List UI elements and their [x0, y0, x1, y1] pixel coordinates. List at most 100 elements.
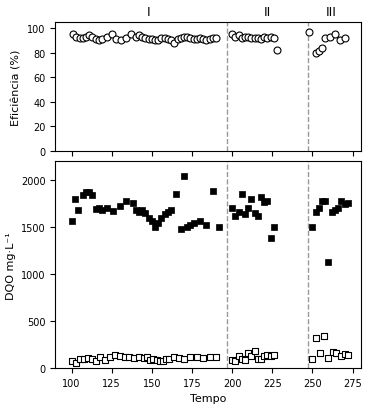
Point	[342, 351, 347, 357]
Point	[236, 353, 241, 360]
Point	[197, 219, 203, 225]
Point	[184, 34, 190, 40]
Point	[213, 354, 219, 361]
Point	[133, 207, 139, 214]
Point	[252, 210, 258, 217]
Point	[332, 31, 338, 38]
Point	[144, 354, 150, 360]
Point	[345, 200, 351, 207]
Point	[104, 205, 110, 212]
Point	[313, 335, 319, 342]
Point	[141, 355, 147, 361]
Point	[72, 196, 78, 202]
Point	[342, 35, 347, 42]
Point	[142, 210, 148, 217]
Point	[252, 348, 258, 355]
Point	[89, 192, 95, 199]
Point	[306, 29, 312, 36]
Point	[261, 34, 267, 40]
Point	[337, 38, 343, 44]
Point	[176, 355, 182, 361]
Point	[157, 357, 163, 364]
Point	[171, 354, 177, 360]
Point	[309, 355, 315, 362]
Point	[99, 36, 105, 43]
Point	[239, 191, 245, 198]
Point	[83, 189, 89, 196]
Point	[159, 215, 164, 221]
Point	[242, 357, 248, 363]
Point	[131, 355, 137, 361]
Point	[107, 354, 113, 360]
Point	[104, 34, 110, 40]
Point	[338, 353, 344, 360]
Point	[89, 355, 95, 362]
Point	[86, 33, 92, 39]
Text: II: II	[264, 6, 271, 18]
Point	[252, 35, 258, 42]
Point	[239, 35, 245, 42]
Point	[130, 200, 135, 207]
Point	[77, 35, 82, 42]
Point	[229, 31, 235, 38]
Point	[152, 38, 158, 44]
Point	[204, 38, 209, 44]
Point	[200, 355, 206, 361]
Point	[329, 209, 335, 216]
Point	[265, 352, 270, 358]
Point	[271, 352, 277, 358]
Point	[181, 173, 187, 180]
Point	[83, 34, 89, 40]
Point	[236, 33, 241, 39]
Point	[102, 357, 108, 363]
Point	[229, 205, 235, 212]
Point	[159, 35, 164, 42]
Point	[126, 354, 132, 360]
Point	[268, 353, 273, 360]
Point	[187, 222, 193, 229]
Point	[154, 357, 160, 363]
Point	[142, 35, 148, 42]
Point	[168, 38, 174, 44]
Point	[316, 205, 322, 212]
Point	[342, 201, 347, 207]
Point	[248, 35, 254, 42]
Point	[121, 354, 127, 360]
Point	[162, 35, 167, 42]
Point	[112, 352, 118, 358]
Point	[197, 35, 203, 42]
Point	[89, 34, 95, 40]
Point	[322, 35, 328, 42]
Point	[73, 360, 79, 366]
Point	[242, 34, 248, 40]
Point	[93, 357, 99, 364]
Point	[118, 38, 124, 44]
Point	[173, 191, 179, 198]
Point	[271, 224, 277, 231]
Point	[194, 36, 200, 43]
Point	[98, 354, 103, 360]
Point	[232, 34, 238, 40]
Point	[80, 192, 86, 199]
Point	[86, 189, 92, 196]
Point	[136, 354, 142, 360]
Point	[178, 226, 184, 233]
Point	[194, 354, 200, 360]
Point	[139, 207, 145, 214]
Point	[117, 204, 123, 210]
Point	[248, 353, 254, 360]
Point	[207, 354, 213, 361]
Text: III: III	[326, 6, 337, 18]
Point	[109, 31, 114, 38]
Point	[114, 36, 120, 43]
Point	[146, 215, 152, 221]
Point	[110, 208, 116, 215]
Point	[200, 36, 206, 43]
Point	[187, 354, 193, 361]
Point	[232, 357, 238, 364]
Point	[319, 45, 325, 52]
Point	[239, 355, 245, 362]
Point	[149, 219, 155, 225]
Point	[184, 224, 190, 231]
X-axis label: Tempo: Tempo	[190, 393, 226, 403]
